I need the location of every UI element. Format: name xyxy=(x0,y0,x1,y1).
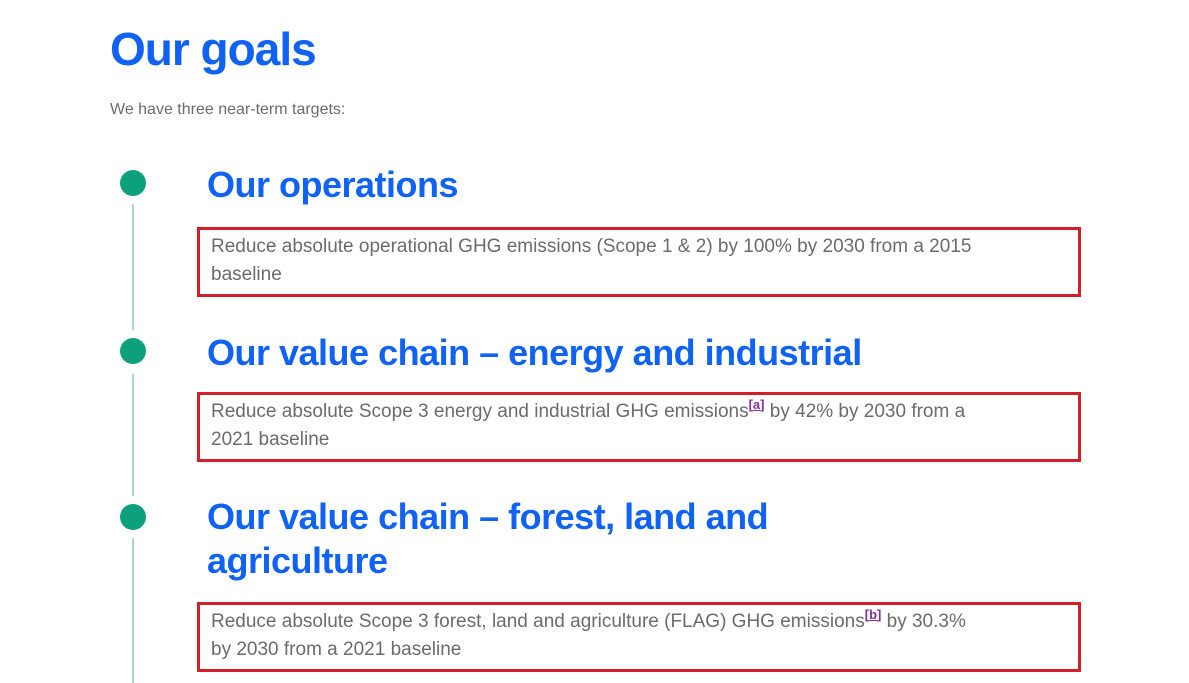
footnote-bracket: [ xyxy=(864,606,870,622)
target-text-line: Reduce absolute Scope 3 forest, land and… xyxy=(211,608,1067,636)
section-heading-value-chain-flag: Our value chain – forest, land and agric… xyxy=(207,496,769,581)
target-text: by 30.3% xyxy=(881,611,966,632)
timeline-dot-icon xyxy=(120,504,146,530)
target-highlight-box-operations: Reduce absolute operational GHG emission… xyxy=(197,227,1081,297)
page-title: Our goals xyxy=(110,23,317,75)
footnote-letter: b xyxy=(869,606,878,622)
footnote-letter: a xyxy=(752,396,761,412)
footnote-b-link[interactable]: [b] xyxy=(865,607,882,622)
section-heading-operations: Our operations xyxy=(207,164,459,205)
timeline-dot-icon xyxy=(120,170,146,196)
section-heading-value-chain-energy: Our value chain – energy and industrial xyxy=(207,332,862,373)
timeline-connector-line xyxy=(132,538,134,683)
timeline-connector-line xyxy=(132,204,134,330)
target-text-line: Reduce absolute Scope 3 energy and indus… xyxy=(211,398,1067,426)
target-text-line: 2021 baseline xyxy=(211,429,330,450)
intro-text: We have three near-term targets: xyxy=(110,101,346,118)
target-text: by 42% by 2030 from a xyxy=(764,401,966,422)
target-text: Reduce absolute Scope 3 energy and indus… xyxy=(211,401,749,422)
target-text: Reduce absolute Scope 3 forest, land and… xyxy=(211,611,865,632)
target-text-line: by 2030 from a 2021 baseline xyxy=(211,639,462,660)
timeline-dot-icon xyxy=(120,338,146,364)
footnote-bracket: [ xyxy=(748,396,753,412)
timeline-connector-line xyxy=(132,374,134,496)
target-text-line: Reduce absolute operational GHG emission… xyxy=(211,236,972,257)
target-highlight-box-energy: Reduce absolute Scope 3 energy and indus… xyxy=(197,392,1081,462)
footnote-bracket: ] xyxy=(877,606,882,622)
footnote-a-link[interactable]: [a] xyxy=(749,397,765,412)
target-highlight-box-flag: Reduce absolute Scope 3 forest, land and… xyxy=(197,602,1081,672)
target-text-line: baseline xyxy=(211,264,282,285)
footnote-bracket: ] xyxy=(760,396,765,412)
